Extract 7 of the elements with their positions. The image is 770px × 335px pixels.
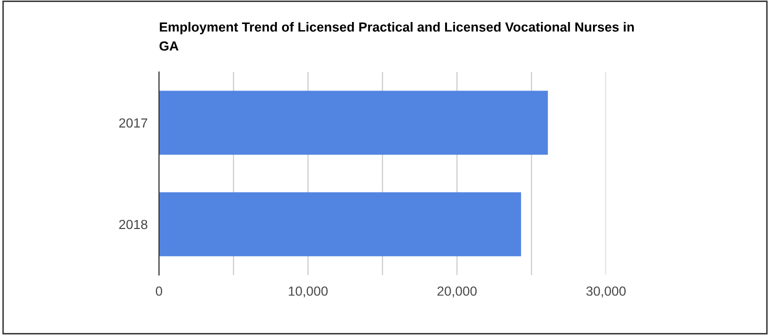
y-tick-label: 2018 — [119, 220, 148, 230]
x-tick-label: 30,000 — [586, 286, 626, 298]
x-tick-label: 0 — [156, 286, 162, 296]
x-tick-label: 20,000 — [437, 286, 477, 298]
chart-title: Employment Trend of Licensed Practical and Licensed Vocational Nurses in GA — [160, 22, 634, 51]
y-tick-label: 2017 — [119, 118, 148, 128]
x-tick-label: 10,000 — [288, 286, 328, 298]
